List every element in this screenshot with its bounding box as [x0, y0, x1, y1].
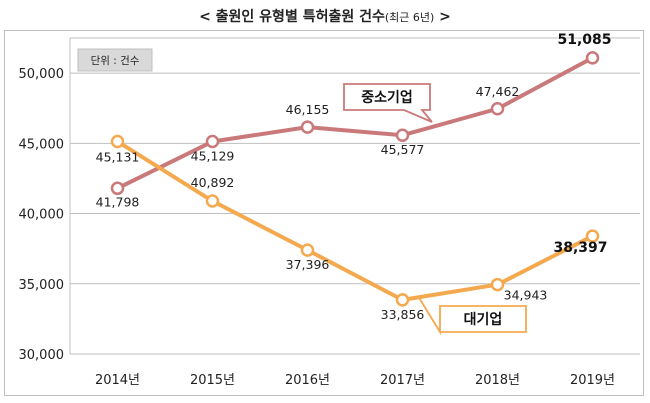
x-tick-label: 2016년 — [285, 373, 330, 388]
series-line-large — [115, 139, 595, 302]
data-point — [585, 229, 600, 243]
data-point — [110, 134, 125, 149]
y-tick-label: 50,000 — [19, 67, 65, 82]
chart-title-end: > — [434, 9, 451, 25]
chart-title: < 출원인 유형별 특허출원 건수(최근 6년) > — [0, 6, 650, 26]
data-point — [110, 181, 125, 196]
data-label: 46,155 — [286, 102, 330, 117]
y-tick-label: 30,000 — [19, 348, 65, 363]
data-point — [205, 134, 220, 149]
x-tick-label: 2017년 — [380, 373, 425, 388]
data-point — [300, 120, 315, 134]
x-tick-label: 2018년 — [475, 373, 520, 388]
data-point — [490, 277, 505, 292]
y-tick-label: 40,000 — [19, 208, 65, 223]
data-point — [395, 293, 410, 307]
series-layer — [110, 51, 600, 307]
unit-box: 단위 : 건수 — [77, 48, 153, 72]
data-label: 41,798 — [96, 194, 140, 209]
data-point — [205, 194, 220, 208]
chart-title-sub: (최근 6년) — [384, 11, 435, 24]
y-tick-label: 45,000 — [19, 137, 65, 152]
data-label: 45,129 — [191, 149, 235, 164]
data-point — [395, 128, 410, 142]
data-label: 51,085 — [557, 32, 611, 48]
callout-large-box — [417, 295, 527, 336]
x-tick-label: 2014년 — [95, 373, 140, 388]
chart-frame — [4, 30, 644, 396]
data-label: 40,892 — [191, 175, 235, 190]
callout-sme-label: 중소기업 — [361, 90, 413, 106]
grid-layer — [70, 37, 640, 355]
y-tick-label: 35,000 — [19, 278, 65, 293]
data-point — [585, 51, 600, 65]
data-point — [300, 243, 315, 257]
data-point — [490, 102, 505, 116]
x-tick-label: 2019년 — [570, 373, 615, 388]
series-line-sme — [115, 55, 595, 191]
axis-layer: 30,000 35,000 40,000 45,000 50,000 2014년 2015년… — [19, 38, 615, 388]
x-tick-label: 2015년 — [190, 373, 235, 388]
callout-sme-box — [343, 83, 433, 123]
data-label: 45,577 — [381, 142, 425, 157]
data-label: 34,943 — [504, 288, 548, 303]
callout-large-label: 대기업 — [464, 312, 503, 328]
data-label: 45,131 — [96, 149, 140, 164]
data-label: 33,856 — [381, 307, 425, 322]
data-label: 37,396 — [286, 257, 330, 272]
data-label: 38,397 — [553, 240, 607, 256]
label-layer: 41,798 45,129 46,155 45,577 47,462 51,085 45,1… — [96, 32, 612, 322]
unit-label: 단위 : 건수 — [91, 54, 140, 67]
chart-title-main: < 출원인 유형별 특허출원 건수 — [199, 9, 385, 25]
data-label: 47,462 — [476, 84, 520, 99]
